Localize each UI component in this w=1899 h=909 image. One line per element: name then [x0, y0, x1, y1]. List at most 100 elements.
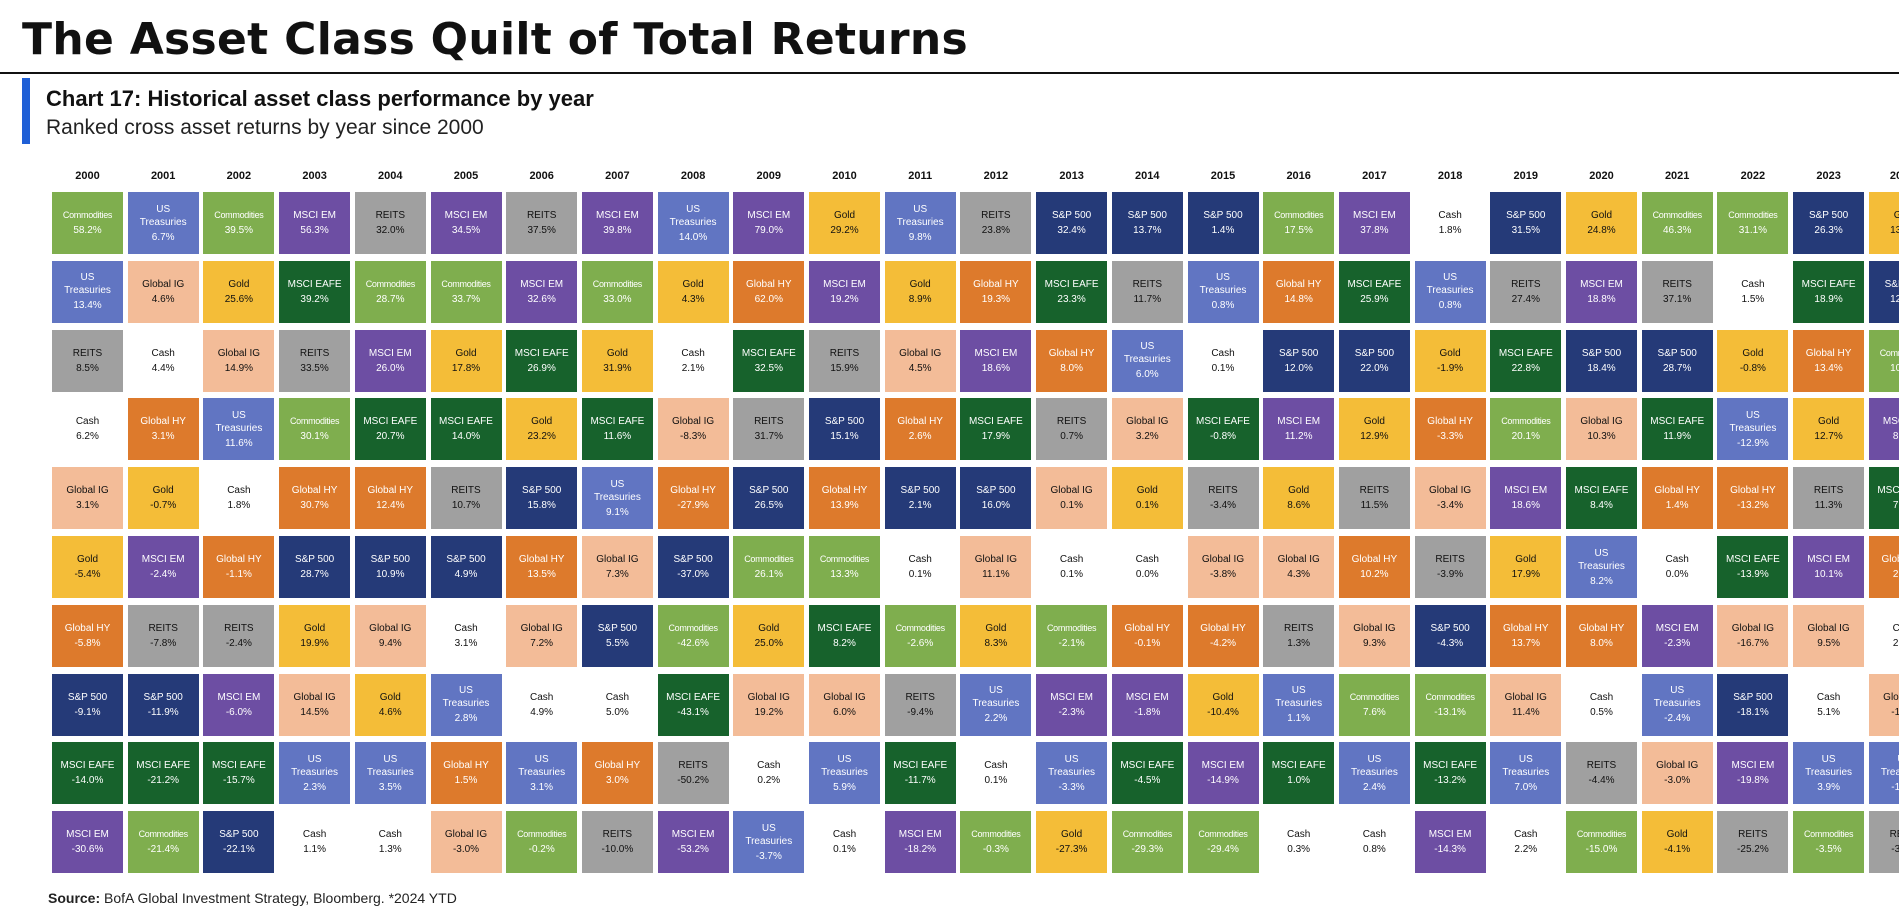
asset-name: Cash: [832, 829, 857, 841]
return-value: -13.2%: [1737, 500, 1769, 512]
return-value: 31.1%: [1738, 225, 1768, 236]
quilt-cell: S&P 500 22.0%: [1338, 329, 1410, 392]
return-value: -3.7%: [755, 850, 782, 862]
quilt-cell: MSCI EM -14.3%: [1414, 811, 1486, 874]
year-header: 2007: [605, 170, 630, 182]
return-value: 1.5%: [454, 775, 478, 787]
asset-name: Global IG: [1883, 691, 1899, 703]
quilt-cell: Commodities 30.1%: [279, 398, 351, 461]
asset-name: Gold: [455, 347, 477, 359]
asset-name: MSCI EAFE: [666, 691, 721, 703]
asset-name: Global HY: [594, 760, 641, 772]
return-value: 17.9%: [1511, 569, 1540, 580]
asset-name: MSCI EAFE: [1574, 485, 1629, 497]
quilt-cell: Global IG 3.2%: [1111, 398, 1183, 461]
quilt-cell: Global IG -3.4%: [1414, 467, 1486, 530]
quilt-cell: Commodities -0.2%: [506, 811, 578, 874]
asset-name: Commodities: [971, 829, 1021, 840]
return-value: 2.4%: [1362, 781, 1386, 793]
asset-name: MSCI EM: [898, 829, 942, 841]
title-divider: [0, 72, 1899, 74]
asset-name: MSCI EAFE: [1801, 278, 1856, 290]
return-value: 28.7%: [300, 569, 329, 580]
asset-name: MSCI EM: [671, 829, 715, 841]
return-value: 0.1%: [1135, 500, 1159, 512]
asset-name: REITS: [754, 416, 784, 428]
return-value: 39.8%: [603, 225, 632, 236]
return-value: 28.7%: [376, 293, 405, 305]
return-value: 7.3%: [605, 569, 629, 580]
asset-name: Cash: [151, 347, 175, 359]
return-value: 19.3%: [981, 293, 1011, 305]
quilt-cell: MSCI EAFE 8.4%: [1566, 467, 1637, 530]
asset-name: US Treasuries: [1653, 685, 1701, 710]
return-value: -1.8%: [1134, 706, 1161, 718]
asset-name: MSCI EM: [444, 210, 488, 221]
asset-name: MSCI EM: [141, 554, 185, 565]
asset-name: Commodities: [1879, 347, 1899, 358]
quilt-cell: Gold 12.9%: [1338, 398, 1410, 461]
asset-name: MSCI EAFE: [741, 347, 796, 359]
quilt-cell: S&P 500 2.1%: [884, 467, 956, 530]
quilt-cell: Cash 6.2%: [52, 398, 123, 461]
asset-name: Global HY: [291, 485, 338, 497]
quilt-cell: Global HY -5.8%: [52, 604, 123, 667]
quilt-cell: REITS 31.7%: [733, 398, 805, 461]
return-value: 6.7%: [151, 231, 175, 243]
return-value: 2.2%: [1514, 844, 1538, 856]
quilt-cell: REITS 8.5%: [52, 329, 123, 392]
return-value: 62.0%: [754, 293, 783, 305]
asset-name: Cash: [1287, 829, 1311, 841]
return-value: 33.0%: [603, 293, 632, 305]
return-value: -11.7%: [904, 775, 936, 787]
asset-name: S&P 500: [1203, 210, 1243, 221]
return-value: 8.5%: [76, 362, 99, 374]
asset-name: Commodities: [1198, 829, 1248, 840]
quilt-cell: Gold -4.1%: [1641, 811, 1713, 874]
return-value: 26.1%: [754, 569, 783, 580]
quilt-cell: S&P 500 26.3%: [1793, 192, 1865, 254]
asset-name: Global HY: [670, 485, 716, 497]
return-value: 4.3%: [681, 293, 705, 305]
quilt-cell: Cash 0.1%: [809, 811, 880, 874]
asset-name: Commodities: [668, 622, 718, 633]
return-value: 0.1%: [1060, 500, 1083, 512]
return-value: 3.9%: [1817, 781, 1840, 793]
quilt-cell: REITS 11.7%: [1111, 260, 1183, 323]
return-value: 79.0%: [754, 225, 783, 236]
quilt-cell: REITS -4.4%: [1566, 742, 1637, 805]
quilt-cell: MSCI EM -2.3%: [1036, 673, 1108, 736]
return-value: 19.2%: [754, 706, 783, 718]
return-value: 13.7%: [1511, 637, 1540, 649]
asset-name: MSCI EM: [66, 829, 109, 841]
asset-name: MSCI EAFE: [363, 416, 418, 428]
asset-name: REITS: [678, 760, 708, 772]
asset-name: Global IG: [1126, 416, 1169, 428]
return-value: 6.2%: [76, 431, 99, 443]
year-header: 2021: [1664, 170, 1690, 182]
asset-name: MSCI EAFE: [1044, 278, 1099, 290]
return-value: -21.2%: [147, 775, 180, 787]
return-value: 6.0%: [1135, 369, 1159, 381]
asset-name: US Treasuries: [821, 753, 868, 778]
asset-name: US Treasuries: [1199, 272, 1247, 297]
return-value: 2.1%: [908, 500, 932, 512]
quilt-cell: MSCI EAFE -13.9%: [1717, 536, 1789, 598]
asset-name: S&P 500: [67, 691, 108, 703]
return-value: 11.2%: [1284, 431, 1313, 443]
return-value: 32.0%: [376, 225, 405, 236]
quilt-cell: MSCI EM -2.4%: [127, 536, 199, 598]
quilt-cell: Cash 1.5%: [1717, 260, 1789, 323]
asset-name: Global IG: [1201, 554, 1245, 565]
return-value: -13.9%: [1737, 569, 1769, 580]
quilt-cell: Global IG 7.3%: [581, 536, 653, 598]
asset-name: REITS: [224, 622, 254, 634]
return-value: 4.5%: [908, 362, 932, 374]
quilt-cell: Gold -5.4%: [52, 536, 123, 598]
return-value: 11.4%: [1511, 706, 1540, 718]
return-value: 2.2%: [1892, 569, 1899, 580]
asset-name: Gold: [1818, 416, 1840, 428]
asset-name: MSCI EAFE: [211, 760, 266, 772]
return-value: 18.8%: [1587, 293, 1616, 305]
quilt-cell: S&P 500 4.9%: [430, 536, 502, 598]
